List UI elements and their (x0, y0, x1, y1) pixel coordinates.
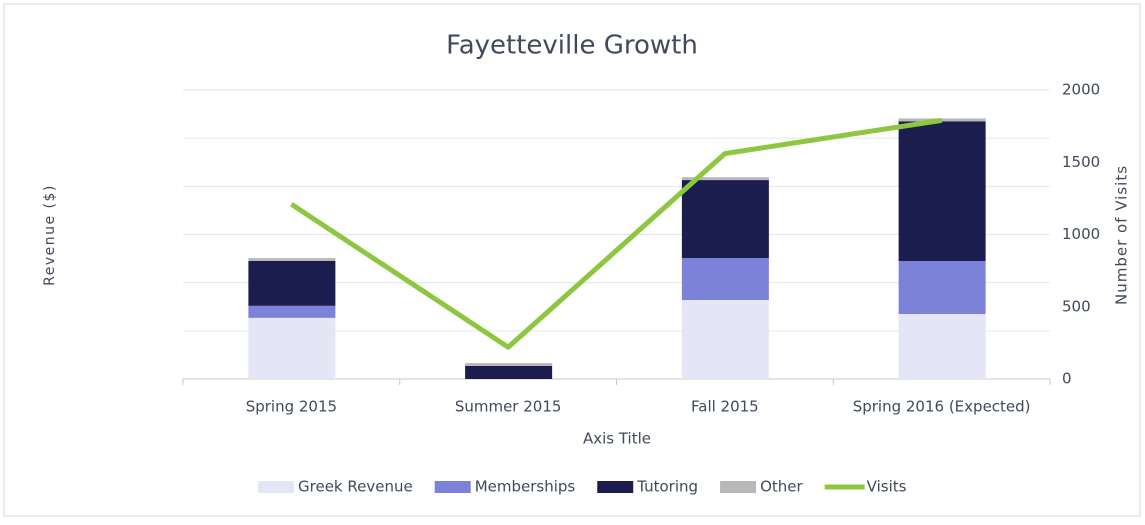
bar-segment (681, 300, 769, 379)
legend-label: Other (760, 478, 803, 496)
x-tick-label: Spring 2015 (246, 398, 337, 416)
bar-segment (248, 317, 336, 379)
bar-segment (681, 258, 769, 301)
bar-segment (248, 260, 336, 306)
bar-segment (465, 363, 553, 366)
bar-segment (898, 121, 986, 261)
line-series (289, 117, 943, 350)
x-tick-label: Fall 2015 (691, 398, 759, 416)
y2-tick-label: 500 (1062, 297, 1091, 315)
bar-segment (898, 313, 986, 379)
legend-label: Tutoring (636, 478, 698, 496)
bar-segment (248, 305, 336, 318)
bar-segment (465, 365, 553, 379)
y2-tick-label: 2000 (1062, 81, 1100, 99)
y2-tick-label: 1500 (1062, 153, 1100, 171)
legend-swatch (720, 481, 757, 493)
bar-segment (248, 258, 336, 261)
x-tick-label: Summer 2015 (455, 398, 562, 416)
legend-swatch (597, 481, 634, 493)
bar-segment (898, 260, 986, 314)
chart-title: Fayetteville Growth (446, 31, 698, 61)
legend-label: Greek Revenue (298, 478, 413, 496)
legend-label: Visits (867, 478, 907, 496)
bar-segment (681, 180, 769, 259)
y2-axis-title: Number of Visits (1113, 165, 1131, 305)
bar-segment (898, 118, 986, 122)
x-tick-label: Spring 2016 (Expected) (853, 398, 1031, 416)
y2-tick-label: 1000 (1062, 225, 1100, 243)
legend-swatch (434, 481, 471, 493)
y-axis-title: Revenue ($) (42, 184, 58, 286)
bar-segment (681, 177, 769, 181)
y2-tick-label: 0 (1062, 370, 1072, 388)
legend-swatch (258, 481, 294, 493)
legend-label: Memberships (475, 478, 576, 496)
x-axis-title: Axis Title (583, 430, 651, 448)
